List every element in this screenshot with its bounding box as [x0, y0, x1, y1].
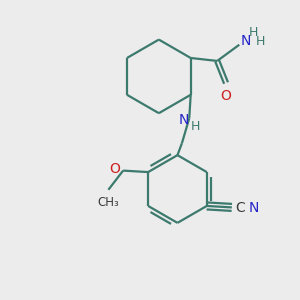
- Text: C: C: [235, 201, 244, 215]
- Text: N: N: [179, 113, 189, 127]
- Text: N: N: [249, 201, 259, 215]
- Text: H: H: [191, 120, 200, 133]
- Text: O: O: [109, 162, 120, 176]
- Text: H: H: [248, 26, 258, 39]
- Text: O: O: [220, 89, 232, 103]
- Text: CH₃: CH₃: [98, 196, 119, 209]
- Text: N: N: [241, 34, 251, 48]
- Text: H: H: [256, 35, 265, 48]
